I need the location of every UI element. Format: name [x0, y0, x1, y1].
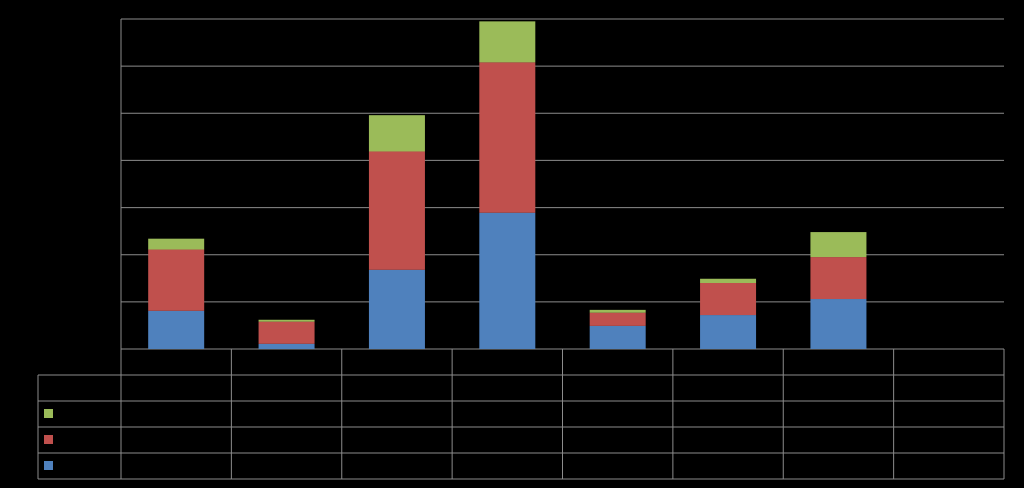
- bar-segment: [258, 319, 315, 322]
- bar-segment: [700, 283, 757, 316]
- y-tick-label: 6: [107, 60, 113, 72]
- y-tick-label: 5: [107, 107, 113, 119]
- bar-segment: [589, 312, 646, 326]
- y-tick-label: 4: [107, 154, 113, 166]
- y-tick-label: 0: [107, 343, 113, 355]
- bar-segment: [810, 299, 867, 349]
- bar-segment: [368, 151, 425, 270]
- bar-segment: [700, 315, 757, 349]
- y-tick-label: 2: [107, 249, 113, 261]
- bar-segment: [479, 62, 536, 213]
- bar-segment: [589, 309, 646, 313]
- legend-key: [44, 435, 53, 444]
- y-tick-label: 1: [107, 296, 113, 308]
- y-tick-label: 3: [107, 201, 113, 213]
- bar-segment: [700, 278, 757, 283]
- bar-segment: [258, 321, 315, 344]
- bar-segment: [148, 238, 205, 250]
- bar-segment: [368, 115, 425, 152]
- legend-key: [44, 409, 53, 418]
- bar-segment: [368, 269, 425, 349]
- bar-segment: [479, 212, 536, 349]
- bar-segment: [258, 343, 315, 349]
- bar-segment: [148, 310, 205, 349]
- bar-segment: [810, 257, 867, 300]
- bar-segment: [479, 21, 536, 63]
- y-tick-label: 7: [107, 13, 113, 25]
- legend-key: [44, 461, 53, 470]
- bar-segment: [589, 325, 646, 349]
- bar-segment: [148, 249, 205, 311]
- bar-segment: [810, 232, 867, 258]
